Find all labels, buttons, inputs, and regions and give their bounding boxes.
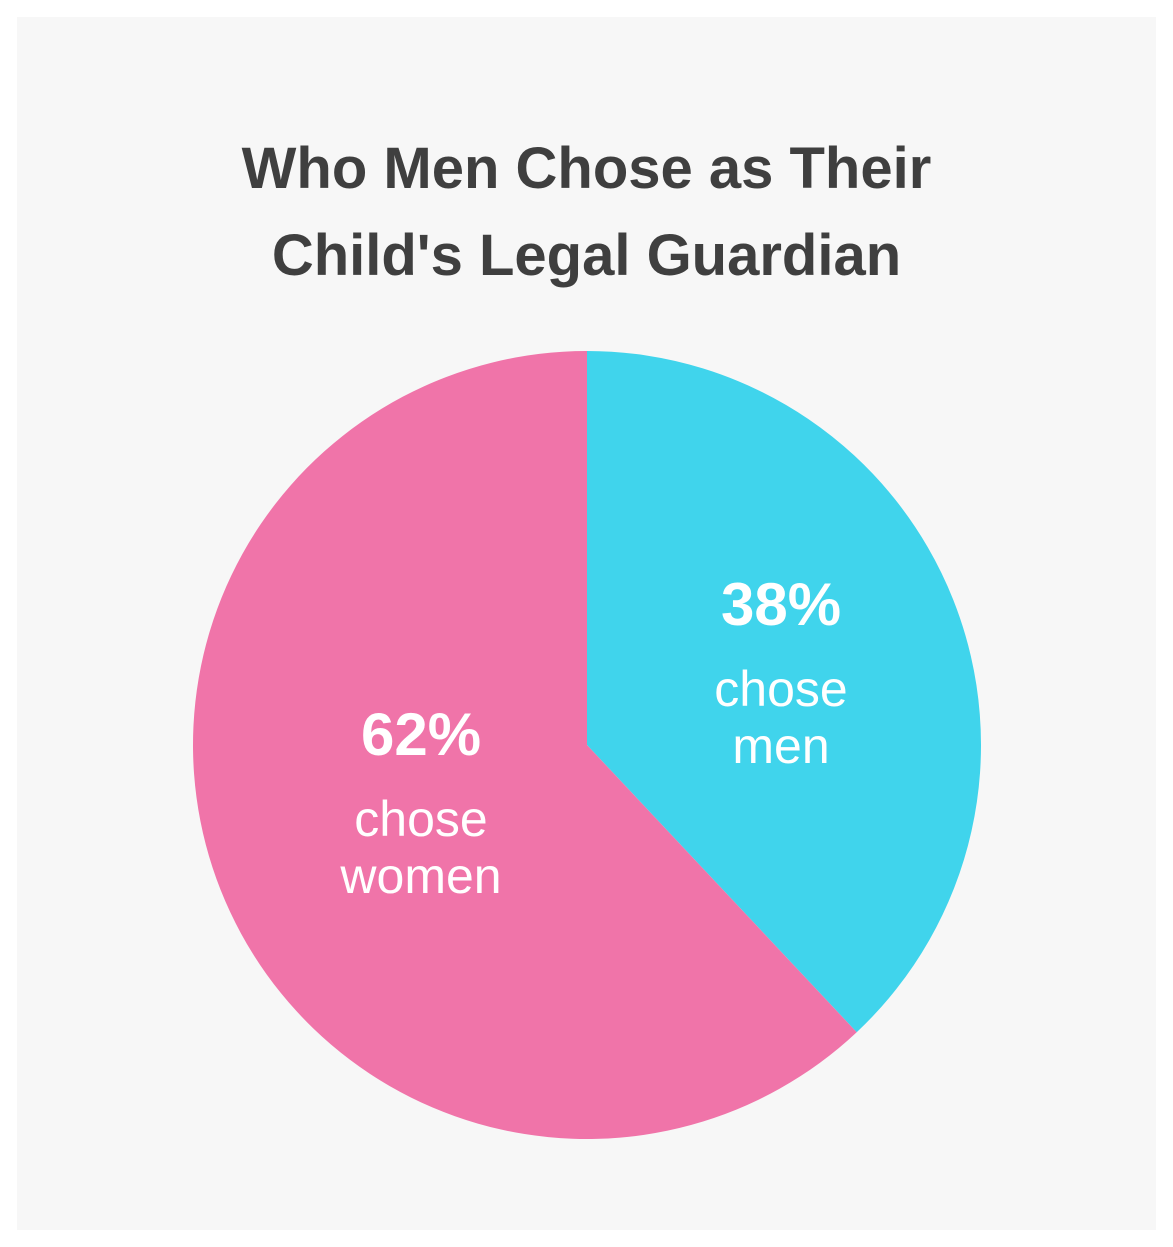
slice-women-label-line-1: chose xyxy=(354,791,487,847)
chart-title-line-2: Child's Legal Guardian xyxy=(271,223,902,288)
pie-slices xyxy=(192,351,981,1139)
pie-slice-women xyxy=(192,351,857,1139)
slice-men-label-line-2: men xyxy=(732,718,829,774)
chart-title-line-1: Who Men Chose as Their xyxy=(241,136,932,201)
slice-women-percent: 62% xyxy=(361,701,481,768)
pie-slice-men xyxy=(587,351,981,1033)
pie-labels: 38% chose men 62% chose women xyxy=(339,571,847,904)
slice-women-label-line-2: women xyxy=(339,848,501,904)
chart-title: Who Men Chose as Their Child's Legal Gua… xyxy=(17,125,1156,299)
slice-men-percent: 38% xyxy=(721,571,841,638)
slice-men-label-line-1: chose xyxy=(714,661,847,717)
